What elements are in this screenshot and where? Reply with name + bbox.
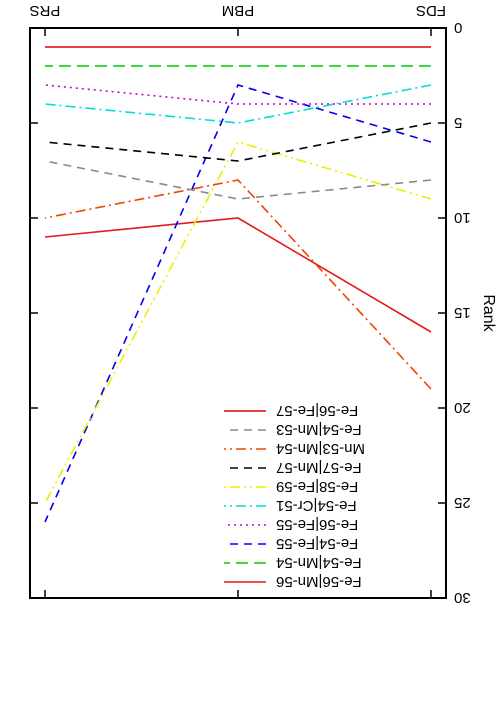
series-line <box>44 160 432 200</box>
legend-label: Fe-54|Cr-51 <box>276 497 357 514</box>
legend-label: Fe-56|Fe-57 <box>276 402 358 419</box>
legend-label: Fe-58|Fe-59 <box>276 478 358 495</box>
y-tick-label: 30 <box>454 589 471 606</box>
legend-label: Fe-54|Mn-54 <box>276 554 362 571</box>
series-line <box>44 84 432 124</box>
y-tick-label: 15 <box>454 304 471 321</box>
y-tick-label: 0 <box>454 19 462 36</box>
x-tick-label: FDS <box>416 2 446 19</box>
series-line <box>44 141 432 504</box>
y-tick-label: 5 <box>454 114 462 131</box>
legend-label: Fe-56|Mn-56 <box>276 573 362 590</box>
y-axis-label: Rank <box>480 294 497 332</box>
x-tick-label: PBM <box>222 2 255 19</box>
legend-label: Fe-56|Fe-55 <box>276 516 358 533</box>
series-line <box>44 179 432 390</box>
series-line <box>44 84 431 105</box>
legend-label: Fe-57|Mn-57 <box>276 459 362 476</box>
series-line <box>44 217 432 333</box>
legend-label: Fe-54|Fe-55 <box>276 535 358 552</box>
legend-label: Mn-53|Mn-54 <box>276 440 365 457</box>
y-tick-label: 25 <box>454 494 471 511</box>
axis-ticks <box>30 27 446 599</box>
series-line <box>44 122 432 162</box>
x-tick-label: PRS <box>30 2 61 19</box>
legend-label: Fe-54|Mn-53 <box>276 421 362 438</box>
tick-labels: 0 5 10 15 20 25 30 FDS PBM PRS <box>30 2 471 606</box>
series-lines <box>44 46 432 523</box>
plot-frame <box>29 27 447 599</box>
series-line <box>44 84 432 523</box>
y-tick-label: 10 <box>454 209 471 226</box>
rotated-plot: 0 5 10 15 20 25 30 FDS PBM PRS Fe-56|Mn-56 Fe-54|M… <box>29 2 497 606</box>
legend: Fe-56|Mn-56 Fe-54|Mn-54 Fe-54|Fe-55 Fe-56|F… <box>224 402 365 590</box>
y-tick-label: 20 <box>454 399 471 416</box>
